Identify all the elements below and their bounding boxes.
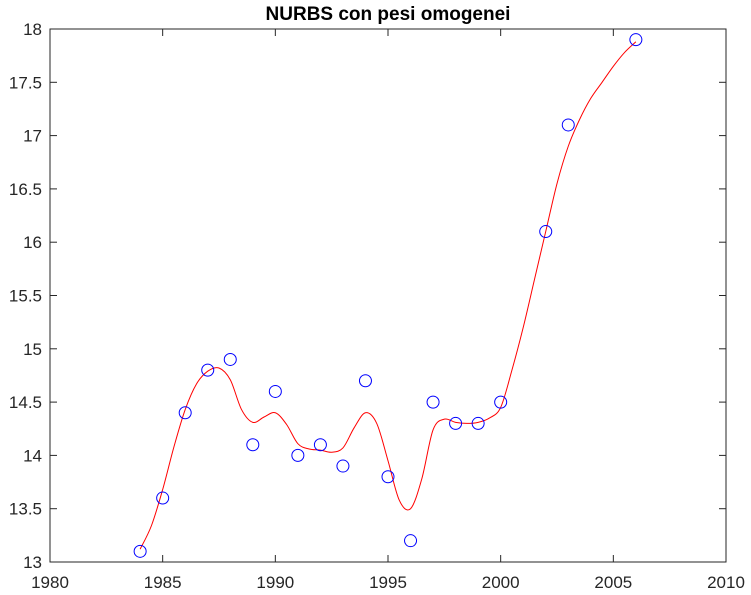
y-tick-label: 17.5 bbox=[9, 73, 42, 92]
x-tick-label: 1995 bbox=[369, 573, 407, 592]
chart-title: NURBS con pesi omogenei bbox=[266, 4, 511, 25]
x-tick-label: 1985 bbox=[144, 573, 182, 592]
data-point-marker bbox=[561, 118, 575, 132]
data-point-marker bbox=[629, 33, 643, 47]
data-point-marker bbox=[336, 459, 350, 473]
data-point-marker bbox=[268, 384, 282, 398]
plot-area-frame bbox=[49, 28, 727, 563]
y-tick-label: 15 bbox=[23, 340, 42, 359]
y-tick-label: 15.5 bbox=[9, 287, 42, 306]
data-point-marker bbox=[133, 544, 147, 558]
data-point-marker bbox=[358, 374, 372, 388]
data-points-layer bbox=[133, 33, 643, 558]
data-point-marker bbox=[471, 416, 485, 430]
data-point-marker bbox=[313, 438, 327, 452]
y-tick-label: 13.5 bbox=[9, 500, 42, 519]
x-tick-label: 2010 bbox=[707, 573, 745, 592]
y-tick-label: 17 bbox=[23, 127, 42, 146]
y-tick-label: 13 bbox=[23, 553, 42, 572]
data-point-marker bbox=[178, 406, 192, 420]
y-tick-label: 16.5 bbox=[9, 180, 42, 199]
data-point-marker bbox=[494, 395, 508, 409]
y-tick-label: 18 bbox=[23, 20, 42, 39]
data-point-marker bbox=[426, 395, 440, 409]
y-tick-label: 16 bbox=[23, 233, 42, 252]
x-tick-label: 2000 bbox=[482, 573, 520, 592]
data-point-marker bbox=[156, 491, 170, 505]
x-tick-label: 2005 bbox=[594, 573, 632, 592]
data-point-marker bbox=[246, 438, 260, 452]
data-point-marker bbox=[381, 470, 395, 484]
y-axis-tick-labels: 13 13.5 14 14.5 15 15.5 16 16.5 17 17.5 18 bbox=[9, 20, 42, 572]
axis-ticks bbox=[49, 28, 727, 563]
data-point-marker bbox=[404, 534, 418, 548]
data-point-marker bbox=[291, 448, 305, 462]
y-tick-label: 14 bbox=[23, 446, 42, 465]
x-axis-tick-labels: 1980 1985 1990 1995 2000 2005 2010 bbox=[31, 573, 745, 592]
data-point-marker bbox=[539, 225, 553, 239]
nurbs-curve-line bbox=[139, 41, 637, 550]
x-tick-label: 1990 bbox=[256, 573, 294, 592]
data-point-marker bbox=[223, 352, 237, 366]
y-tick-label: 14.5 bbox=[9, 393, 42, 412]
fitted-curve-layer bbox=[139, 41, 637, 550]
data-point-marker bbox=[201, 363, 215, 377]
x-tick-label: 1980 bbox=[31, 573, 69, 592]
data-point-marker bbox=[449, 416, 463, 430]
